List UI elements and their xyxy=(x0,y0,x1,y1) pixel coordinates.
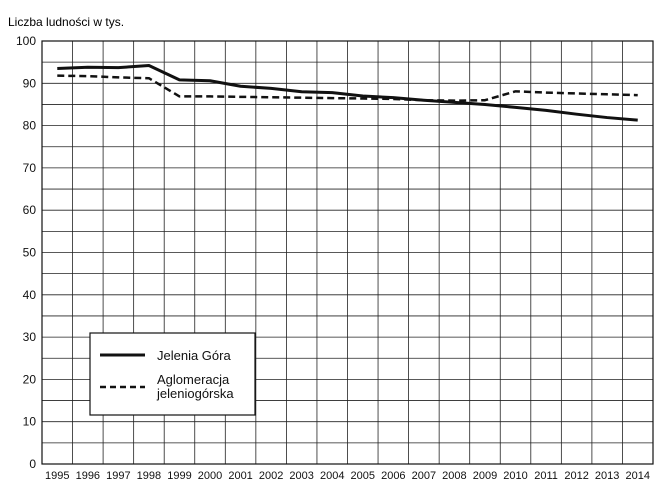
x-tick-label: 2002 xyxy=(259,470,283,482)
legend-box xyxy=(89,332,256,416)
x-tick-label: 2010 xyxy=(503,470,527,482)
series-lines xyxy=(57,64,638,122)
x-tick-label: 2004 xyxy=(320,470,344,482)
legend-label-aglomeracja-line1: Aglomeracja xyxy=(157,372,230,387)
y-tick-labels: 0 10 20 30 40 50 60 70 80 90 100 xyxy=(16,34,36,471)
legend: Jelenia Góra Aglomeracja jeleniogórska xyxy=(89,332,256,416)
x-tick-label: 2000 xyxy=(198,470,222,482)
x-tick-label: 2011 xyxy=(534,470,558,482)
y-tick-label: 80 xyxy=(23,119,37,133)
y-tick-label: 40 xyxy=(23,288,37,302)
y-tick-label: 20 xyxy=(23,372,37,386)
x-tick-label: 1999 xyxy=(167,470,191,482)
legend-label-aglomeracja-line2: jeleniogórska xyxy=(156,386,234,401)
x-tick-label: 1997 xyxy=(106,470,130,482)
y-axis-label: Liczba ludności w tys. xyxy=(8,15,124,29)
x-tick-label: 2014 xyxy=(625,470,649,482)
y-tick-label: 90 xyxy=(23,76,37,90)
y-tick-label: 10 xyxy=(23,415,37,429)
y-tick-label: 100 xyxy=(16,34,36,48)
x-tick-label: 1998 xyxy=(137,470,161,482)
x-tick-label: 2009 xyxy=(473,470,497,482)
x-tick-label: 2008 xyxy=(442,470,466,482)
y-tick-label: 30 xyxy=(23,330,37,344)
x-tick-label: 2012 xyxy=(564,470,588,482)
x-tick-label: 2013 xyxy=(595,470,619,482)
x-tick-labels: 1995 1996 1997 1998 1999 2000 2001 2002 2003 2004… xyxy=(45,470,650,482)
x-tick-label: 2001 xyxy=(228,470,252,482)
plot-frame xyxy=(41,40,654,465)
legend-label-jelenia-gora: Jelenia Góra xyxy=(157,348,231,363)
y-tick-label: 60 xyxy=(23,203,37,217)
x-tick-label: 1995 xyxy=(45,470,69,482)
legend-label-aglomeracja: Aglomeracja jeleniogórska xyxy=(156,372,234,401)
x-tick-label: 2007 xyxy=(412,470,436,482)
x-tick-label: 2006 xyxy=(381,470,405,482)
y-tick-label: 50 xyxy=(23,246,37,260)
x-tick-label: 2003 xyxy=(289,470,313,482)
y-tick-label: 0 xyxy=(29,457,36,471)
series-line-aglomeracja xyxy=(57,74,638,102)
y-tick-label: 70 xyxy=(23,161,37,175)
x-tick-label: 1996 xyxy=(76,470,100,482)
series-line-jelenia-gora xyxy=(57,64,638,122)
x-tick-label: 2005 xyxy=(351,470,375,482)
